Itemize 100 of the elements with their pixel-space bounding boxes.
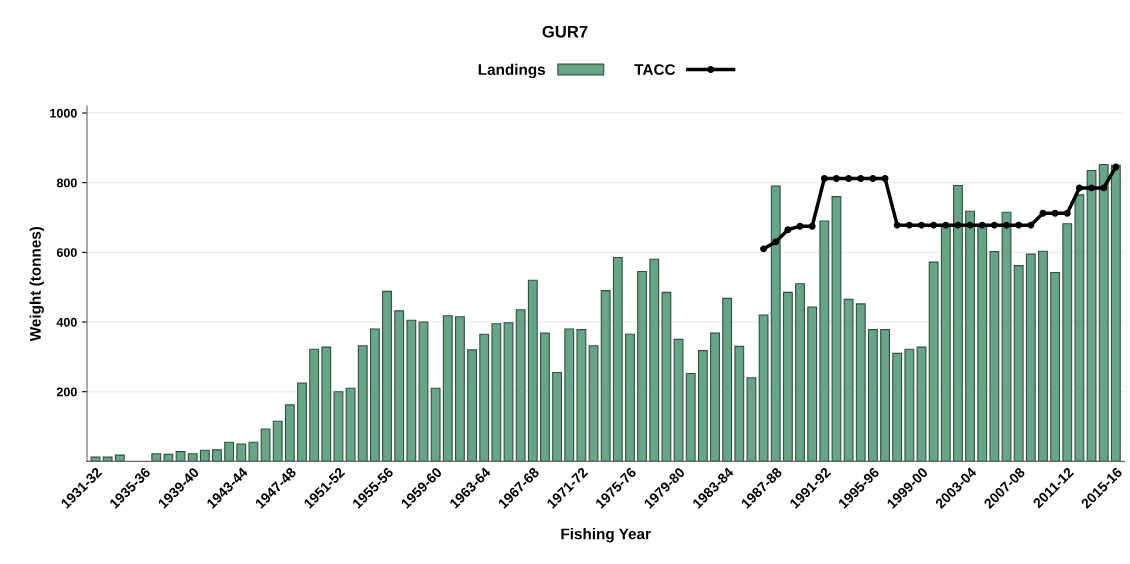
y-tick-label: 200 <box>56 387 77 397</box>
x-axis-title: Fishing Year <box>561 528 651 543</box>
bar <box>454 316 465 462</box>
bar <box>770 185 781 462</box>
bar <box>758 314 769 462</box>
bar <box>953 184 963 462</box>
point <box>832 175 840 182</box>
bar <box>697 350 708 462</box>
point <box>905 221 913 229</box>
bar <box>1001 211 1012 462</box>
bar <box>151 453 162 462</box>
bar <box>467 349 477 462</box>
point <box>990 221 998 229</box>
bar <box>843 298 854 462</box>
bar <box>722 297 733 462</box>
bar <box>637 270 648 462</box>
bar <box>576 329 587 462</box>
point <box>881 175 889 182</box>
bar <box>1038 250 1048 462</box>
bar <box>503 322 514 462</box>
y-tick-label: 1000 <box>50 108 77 118</box>
bar <box>297 382 307 462</box>
bar <box>382 290 392 462</box>
bar <box>515 309 526 462</box>
bar <box>260 428 271 462</box>
point <box>820 175 828 182</box>
bar <box>418 321 429 462</box>
bar <box>649 258 660 462</box>
bar <box>175 451 186 462</box>
bar <box>406 319 417 462</box>
bar <box>819 220 830 462</box>
point <box>760 245 768 253</box>
bar <box>588 345 599 462</box>
bar <box>600 290 611 462</box>
bar <box>1086 169 1097 462</box>
bar <box>212 449 222 462</box>
point <box>1039 209 1047 217</box>
bar <box>965 210 976 462</box>
y-tick-label: 600 <box>56 248 77 257</box>
bar <box>321 346 332 462</box>
chart-title: GUR7 <box>542 25 588 38</box>
point <box>784 226 792 234</box>
bar <box>357 345 368 462</box>
bar <box>527 279 538 462</box>
bar <box>1050 271 1061 462</box>
bar <box>333 391 344 462</box>
bar <box>625 333 635 462</box>
point <box>808 222 816 230</box>
point <box>869 175 877 182</box>
bar <box>564 328 575 462</box>
bar <box>442 315 453 462</box>
bar <box>710 332 720 462</box>
legend-label: TACC <box>634 64 676 75</box>
bar <box>224 441 235 462</box>
bar <box>746 377 757 462</box>
bar <box>795 283 805 462</box>
bar <box>394 310 405 462</box>
point <box>1051 209 1059 217</box>
legend-label: Landings <box>478 63 546 79</box>
bar <box>1074 194 1085 462</box>
bar <box>491 323 502 462</box>
bar <box>272 420 283 462</box>
bar <box>831 196 842 462</box>
point <box>1112 163 1120 171</box>
bar <box>345 387 356 462</box>
bar <box>90 456 101 462</box>
point <box>1015 221 1023 229</box>
bar <box>430 387 441 462</box>
point <box>978 221 986 229</box>
point <box>966 221 974 229</box>
bar <box>928 261 939 462</box>
bar <box>248 441 259 462</box>
point <box>1063 209 1071 217</box>
point <box>857 175 865 182</box>
bar <box>114 454 125 462</box>
point <box>772 238 780 246</box>
bar <box>1013 265 1024 462</box>
point <box>1075 184 1083 192</box>
bar <box>880 329 890 462</box>
bar <box>309 348 320 462</box>
y-tick-label: 800 <box>56 178 77 188</box>
bar <box>479 333 490 462</box>
bar <box>734 345 745 462</box>
bar <box>904 348 915 462</box>
point <box>845 175 853 182</box>
bar <box>284 404 295 462</box>
y-tick-label: 400 <box>56 317 77 327</box>
point <box>1100 184 1108 192</box>
bar <box>989 251 1000 462</box>
point <box>1027 221 1035 229</box>
bar <box>369 328 380 462</box>
point <box>930 221 938 229</box>
point <box>1003 221 1010 229</box>
point <box>942 221 950 229</box>
point <box>796 222 804 230</box>
point <box>954 221 962 229</box>
bar <box>236 443 247 462</box>
y-axis-title: Weight (tonnes) <box>29 226 44 342</box>
bar <box>892 352 903 462</box>
bar <box>187 453 198 462</box>
